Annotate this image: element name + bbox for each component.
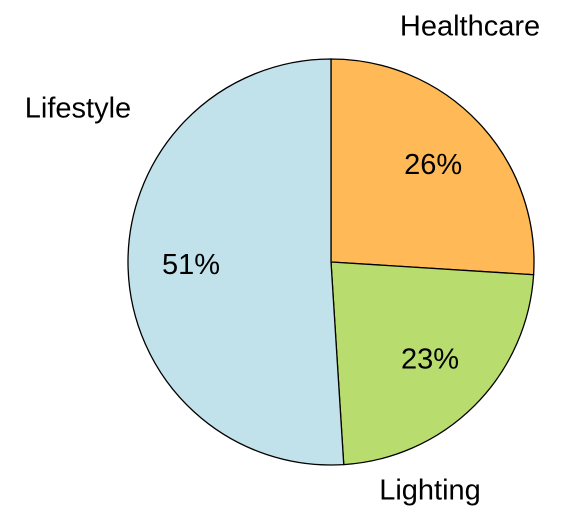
pie-slice [127, 58, 345, 466]
data-label: 51% [162, 249, 220, 281]
pie-slice [330, 261, 535, 466]
data-label: 23% [401, 344, 459, 376]
category-label: Lighting [379, 475, 481, 507]
category-label: Healthcare [400, 11, 540, 43]
category-label: Lifestyle [25, 93, 131, 125]
data-label: 26% [404, 149, 462, 181]
pie-slice [330, 58, 535, 276]
